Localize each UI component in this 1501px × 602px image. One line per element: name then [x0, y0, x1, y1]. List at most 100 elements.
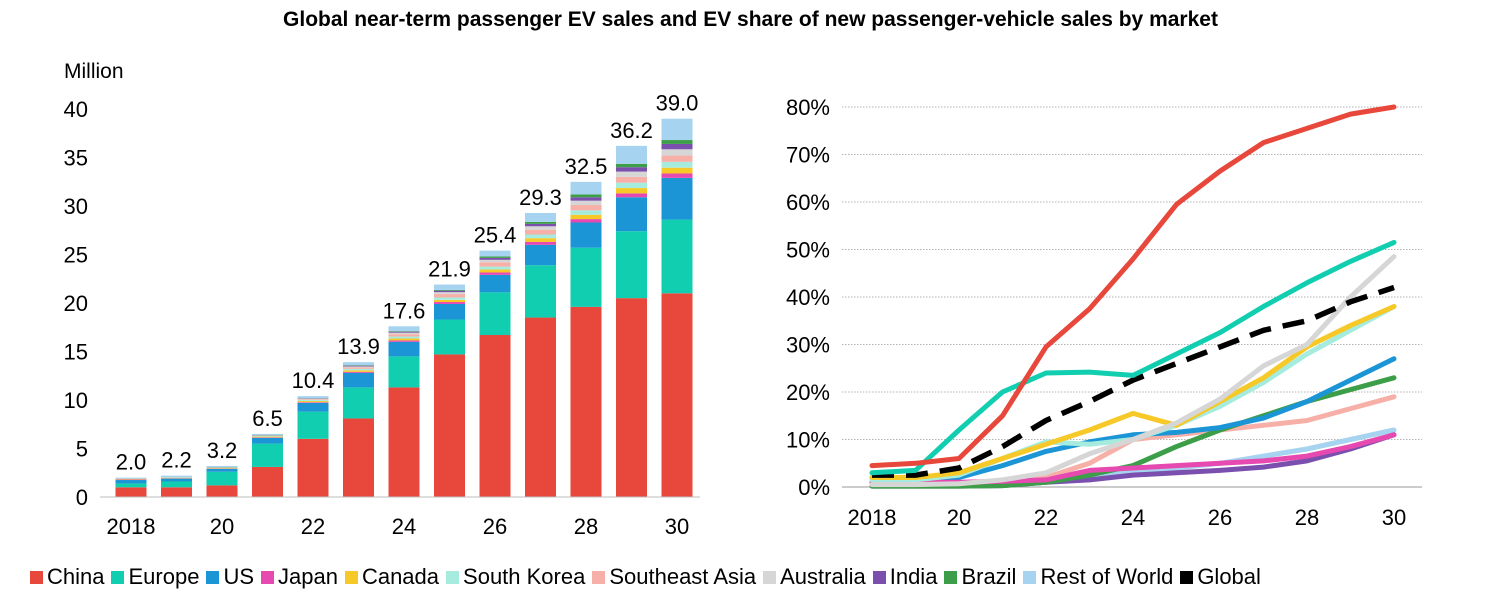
bar-segment-south-korea — [297, 399, 329, 402]
legend-item-china: China — [30, 564, 104, 590]
bar-segment-us — [115, 480, 147, 484]
bar-segment-china — [343, 418, 374, 497]
legend-label: China — [47, 564, 105, 589]
bar-segment-canada — [616, 188, 647, 194]
bar-segment-southeast-asia — [525, 229, 556, 235]
legend-item-australia: Australia — [763, 564, 866, 590]
bar-total-label: 32.5 — [565, 154, 608, 179]
legend-label: Europe — [128, 564, 200, 589]
bar-segment-india — [661, 143, 693, 150]
bar-segment-south-korea — [616, 182, 647, 189]
x-tick-label: 2018 — [107, 514, 156, 539]
bar-segment-japan — [570, 219, 602, 223]
y-tick-label: 20% — [786, 380, 830, 405]
bar-segment-australia — [388, 332, 420, 335]
x-tick-label: 28 — [1295, 505, 1319, 530]
legend-label: Canada — [361, 564, 440, 589]
bar-segment-europe — [661, 219, 693, 294]
bar-segment-china — [434, 354, 465, 497]
bar-segment-australia — [525, 226, 556, 230]
bar-segment-india — [343, 365, 374, 367]
bar-segment-japan — [388, 340, 420, 342]
x-tick-label: 20 — [210, 514, 234, 539]
bar-total-label: 36.2 — [610, 118, 653, 143]
bar-segment-europe — [388, 356, 420, 388]
bar-segment-china — [388, 387, 420, 497]
legend-swatch — [592, 570, 606, 584]
bar-segment-brazil — [434, 289, 465, 291]
bar-segment-europe — [434, 319, 465, 355]
bar-segment-china — [161, 487, 192, 497]
y-tick-label: 50% — [786, 238, 830, 263]
y-tick-label: 35 — [64, 146, 88, 171]
bar-segment-china — [616, 298, 647, 497]
bar-segment-southeast-asia — [434, 294, 465, 298]
bar-segment-us — [343, 372, 374, 388]
bar-segment-canada — [434, 299, 465, 303]
bar-segment-india — [525, 223, 556, 227]
bar-total-label: 3.2 — [207, 438, 238, 463]
bar-segment-us — [570, 222, 602, 248]
legend-swatch — [344, 570, 358, 584]
legend-label: Japan — [278, 564, 338, 589]
stacked-bar-chart: Million 0 5 10 15 20 25 30 35 40 2.0 2018 2.2 3.2 20 6.… — [64, 60, 700, 539]
bar-segment-southeast-asia — [479, 262, 511, 267]
bar-segment-south-korea — [434, 297, 465, 300]
bar-total-label: 21.9 — [428, 257, 471, 282]
legend-item-brazil: Brazil — [944, 564, 1016, 590]
y-tick-label: 25 — [64, 243, 88, 268]
bar-segment-europe — [297, 411, 329, 439]
x-tick-label: 24 — [1121, 505, 1145, 530]
bar-segment-australia — [570, 200, 602, 206]
bar-segment-europe — [115, 483, 147, 488]
y-tick-label: 0% — [798, 475, 830, 500]
legend-label: Southeast Asia — [609, 564, 757, 589]
x-tick-label: 28 — [574, 514, 598, 539]
legend: China Europe US Japan Canada South Korea South… — [30, 562, 1500, 592]
bar-segment-china — [206, 485, 238, 497]
legend-label: Brazil — [961, 564, 1017, 589]
bar-segment-japan — [525, 241, 556, 245]
bar-segment-europe — [616, 231, 647, 299]
y-tick-label: 0 — [76, 485, 88, 510]
bar-segment-china — [525, 317, 556, 497]
bar-segment-us — [434, 303, 465, 320]
bar-segment-rest-of-world — [115, 477, 147, 479]
x-tick-label: 24 — [392, 514, 416, 539]
bar-segment-southeast-asia — [570, 205, 602, 211]
x-tick-label: 2018 — [848, 505, 897, 530]
bar-segment-brazil — [525, 221, 556, 224]
bar-segment-us — [161, 478, 192, 482]
bar-segment-canada — [343, 370, 374, 372]
series-line-australia — [869, 254, 1397, 488]
legend-swatch — [30, 570, 43, 584]
bar-total-label: 2.2 — [161, 448, 192, 473]
legend-swatch — [763, 570, 777, 584]
legend-label: Australia — [780, 564, 866, 589]
bar-total-label: 10.4 — [292, 368, 335, 393]
bar-segment-canada — [525, 238, 556, 242]
bar-segment-australia — [434, 292, 465, 295]
bar-segment-india — [479, 257, 511, 260]
bar-total-label: 6.5 — [252, 406, 283, 431]
bar-segment-australia — [479, 259, 511, 263]
bar-segment-japan — [479, 272, 511, 275]
y-tick-label: 15 — [64, 340, 88, 365]
bar-segment-us — [388, 341, 420, 357]
bar-segment-us — [206, 468, 238, 472]
legend-item-south-korea: South Korea — [446, 564, 585, 590]
bar-segment-japan — [661, 173, 693, 178]
bar-segment-australia — [616, 171, 647, 177]
bar-segment-europe — [570, 247, 602, 307]
bar-segment-rest-of-world — [525, 212, 556, 222]
bar-segment-india — [616, 167, 647, 172]
bar-segment-europe — [252, 443, 283, 467]
legend-item-us: US — [206, 564, 254, 590]
bar-segment-rest-of-world — [206, 465, 238, 468]
series-line-china — [869, 104, 1397, 469]
bar-segment-europe — [479, 292, 511, 336]
bar-segment-southeast-asia — [661, 155, 693, 162]
y-tick-label: 40 — [64, 97, 88, 122]
bar-segment-canada — [388, 338, 420, 341]
bar-segment-rest-of-world — [161, 475, 192, 478]
